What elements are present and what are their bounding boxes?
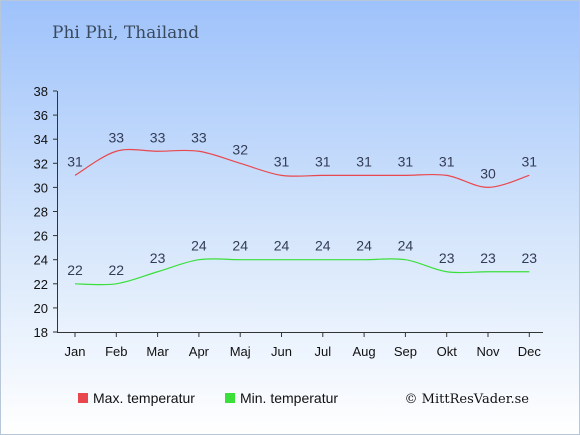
legend-max-label: Max. temperatur (93, 390, 195, 406)
max-temp-label: 32 (232, 141, 248, 157)
chart-title: Phi Phi, Thailand (52, 23, 199, 43)
x-tick-label: Feb (105, 344, 127, 359)
legend-min-swatch (225, 393, 235, 403)
max-temp-label: 33 (109, 129, 125, 145)
legend-min-label: Min. temperatur (240, 390, 338, 406)
x-tick-label: Jan (65, 344, 86, 359)
min-temp-label: 24 (232, 238, 248, 254)
x-tick-label: Sep (394, 344, 417, 359)
min-temp-label: 23 (480, 250, 496, 266)
y-tick-label: 26 (34, 229, 48, 244)
x-tick-label: Jul (314, 344, 331, 359)
series-layer (74, 148, 530, 286)
y-tick-label: 18 (34, 325, 48, 340)
max-temp-label: 33 (191, 129, 207, 145)
max-temp-label: 33 (150, 129, 166, 145)
max-temp-label: 31 (398, 153, 414, 169)
max-temp-label: 31 (356, 153, 372, 169)
y-tick-label: 22 (34, 277, 48, 292)
y-tick-label: 38 (34, 84, 48, 99)
legend: Max. temperatur Min. temperatur (78, 390, 338, 406)
y-tick-label: 30 (34, 180, 48, 195)
y-tick-label: 34 (34, 132, 48, 147)
x-tick-label: Okt (437, 344, 458, 359)
min-temp-label: 22 (109, 262, 125, 278)
x-axis: Jan Feb Mar Apr Maj Jun Jul Aug Sep Okt Nov Dec (57, 332, 543, 359)
min-temp-line (74, 258, 530, 286)
min-temp-label: 23 (439, 250, 455, 266)
min-temp-label: 24 (356, 238, 372, 254)
y-tick-label: 28 (34, 205, 48, 220)
y-tick-label: 36 (34, 108, 48, 123)
max-temp-label: 31 (315, 153, 331, 169)
min-temp-label: 22 (67, 262, 83, 278)
legend-max-swatch (78, 393, 88, 403)
min-temp-label: 24 (191, 238, 207, 254)
data-labels: 31 33 33 33 32 31 31 31 31 31 30 31 22 22 23 24 24 24 24 24… (67, 129, 537, 278)
max-temp-label: 31 (439, 153, 455, 169)
max-temp-label: 30 (480, 165, 496, 181)
y-tick-label: 32 (34, 156, 48, 171)
max-temp-line (74, 148, 530, 189)
x-tick-label: Apr (189, 344, 210, 359)
max-temp-label: 31 (67, 153, 83, 169)
y-axis: 18 20 22 24 26 28 30 32 34 36 38 (34, 84, 58, 340)
min-temp-label: 23 (522, 250, 538, 266)
min-temp-label: 23 (150, 250, 166, 266)
x-tick-label: Jun (271, 344, 292, 359)
x-tick-label: Mar (146, 344, 169, 359)
max-temp-label: 31 (274, 153, 290, 169)
x-tick-label: Aug (353, 344, 376, 359)
x-tick-label: Maj (230, 344, 251, 359)
min-temp-label: 24 (398, 238, 414, 254)
credit-text: © MittResVader.se (405, 392, 530, 407)
y-tick-label: 24 (34, 253, 48, 268)
x-tick-label: Dec (518, 344, 542, 359)
y-tick-label: 20 (34, 301, 48, 316)
min-temp-label: 24 (274, 238, 290, 254)
min-temp-label: 24 (315, 238, 331, 254)
x-tick-label: Nov (476, 344, 500, 359)
max-temp-label: 31 (522, 153, 538, 169)
